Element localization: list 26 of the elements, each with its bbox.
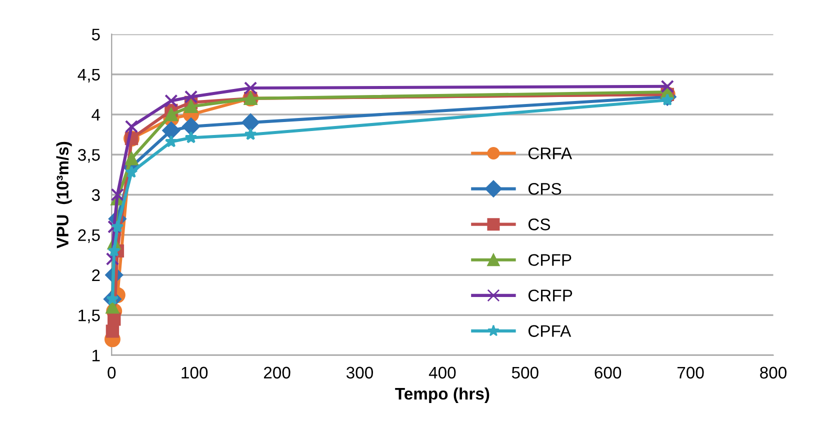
x-tick-label: 300	[346, 366, 373, 379]
x-tick-label: 700	[677, 366, 704, 379]
y-axis-title: VPU (10³m/s)	[56, 142, 72, 248]
x-tick-label: 400	[428, 366, 456, 379]
legend-label: CPS	[528, 183, 562, 195]
legend-label: CRFA	[528, 147, 572, 160]
y-tick-label: 1	[92, 350, 100, 362]
y-tick-label: 2,5	[78, 229, 100, 244]
y-tick-label: 4	[92, 109, 100, 121]
x-tick-label: 100	[182, 366, 208, 379]
y-tick-label: 3	[92, 189, 100, 201]
x-tick-label: 600	[594, 366, 622, 379]
y-tick-label: 1,5	[78, 310, 100, 324]
legend-label: CRFP	[528, 290, 572, 302]
y-tick-label: 3,5	[78, 149, 100, 163]
y-tick-label: 4,5	[78, 68, 100, 83]
x-tick-label: 200	[264, 366, 290, 379]
x-axis-title: Tempo (hrs)	[395, 387, 490, 403]
legend-label: CPFA	[528, 325, 572, 337]
legend-label: CS	[528, 218, 550, 230]
x-tick-label: 800	[760, 366, 786, 379]
x-tick-label: 0	[108, 366, 116, 379]
x-tick-label: 500	[512, 366, 538, 379]
y-tick-label: 2	[92, 269, 100, 282]
y-tick-label: 5	[92, 28, 100, 40]
legend-label: CPFP	[528, 254, 572, 266]
